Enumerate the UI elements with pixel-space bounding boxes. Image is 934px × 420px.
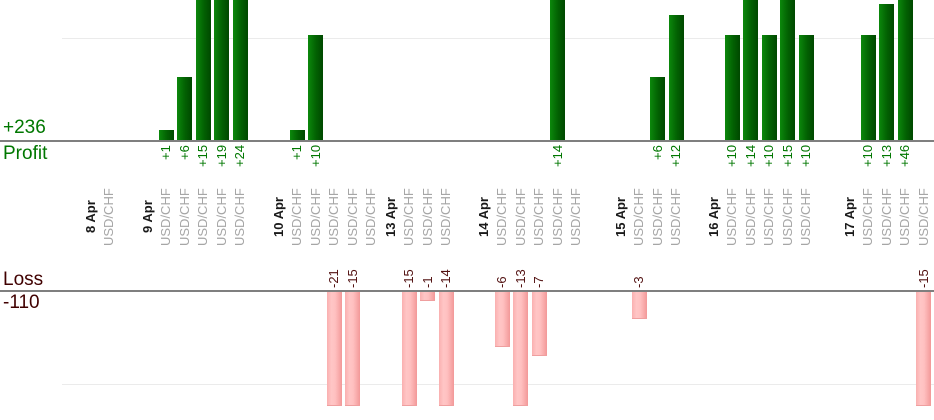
symbol-label: USD/CHF [363, 188, 378, 246]
profit-bar-value-label: +1 [289, 145, 304, 160]
date-label: 13 Apr [383, 197, 398, 237]
symbol-label: USD/CHF [568, 188, 583, 246]
profit-zero-axis [0, 140, 934, 142]
profit-bar-value-label: +13 [879, 145, 894, 168]
profit-bar-value-label: +6 [177, 145, 192, 160]
profit-total-label: +236 [3, 117, 46, 138]
profit-bar [214, 0, 229, 140]
loss-bar-value-label: -15 [916, 269, 931, 288]
profit-bar [550, 0, 565, 140]
profit-bar [780, 0, 795, 140]
profit-bar [290, 130, 305, 140]
loss-axis-title: Loss [3, 269, 44, 290]
loss-bar [439, 292, 454, 406]
profit-bar [725, 35, 740, 140]
profit-axis-title: Profit [3, 143, 48, 164]
loss-bar-value-label: -15 [401, 269, 416, 288]
loss-bar-value-label: -1 [420, 276, 435, 288]
gridline-plus-10 [62, 38, 934, 39]
profit-bar-value-label: +24 [232, 145, 247, 168]
date-label: 16 Apr [706, 197, 721, 237]
loss-bar [632, 292, 647, 319]
profit-bar-value-label: +10 [724, 145, 739, 168]
profit-bar-value-label: +46 [897, 145, 912, 168]
date-label: 10 Apr [271, 197, 286, 237]
profit-bar [177, 77, 192, 140]
profit-bar-value-label: +1 [158, 145, 173, 160]
profit-bar-value-label: +15 [780, 145, 795, 168]
profit-bar [233, 0, 248, 140]
loss-bar-value-label: -7 [531, 276, 546, 288]
profit-bar [669, 15, 684, 140]
loss-bar [916, 292, 931, 406]
date-label: 17 Apr [842, 197, 857, 237]
loss-bar-value-label: -6 [494, 276, 509, 288]
loss-bar [345, 292, 360, 406]
loss-bar-value-label: -14 [438, 269, 453, 288]
loss-bar [402, 292, 417, 406]
profit-bar-value-label: +14 [550, 145, 565, 168]
loss-bar [513, 292, 528, 406]
profit-bar-value-label: +10 [308, 145, 323, 168]
loss-zero-axis [0, 290, 934, 292]
profit-bar [308, 35, 323, 140]
profit-bar [196, 0, 211, 140]
date-label: 8 Apr [83, 200, 98, 234]
gridline-minus-10 [62, 384, 934, 385]
date-label: 15 Apr [613, 197, 628, 237]
loss-bar-value-label: -21 [326, 269, 341, 288]
loss-total-label: -110 [3, 292, 40, 313]
profit-bar-value-label: +10 [860, 145, 875, 168]
profit-bar-value-label: +12 [668, 145, 683, 168]
loss-bar-value-label: -3 [631, 276, 646, 288]
profit-bar [650, 77, 665, 140]
profit-bar-value-label: +14 [743, 145, 758, 168]
loss-bar [532, 292, 547, 356]
loss-bar-value-label: -13 [513, 269, 528, 288]
loss-bar [327, 292, 342, 406]
profit-bar-value-label: +19 [214, 145, 229, 168]
profit-bar [861, 35, 876, 140]
loss-bar [495, 292, 510, 347]
profit-bar-value-label: +15 [195, 145, 210, 168]
profit-bar [159, 130, 174, 140]
loss-bar-value-label: -15 [345, 269, 360, 288]
profit-bar [799, 35, 814, 140]
profit-bar [898, 0, 913, 140]
profit-bar-value-label: +10 [798, 145, 813, 168]
profit-bar [879, 4, 894, 140]
profit-bar [743, 0, 758, 140]
date-label: 9 Apr [140, 200, 155, 234]
date-label: 14 Apr [476, 197, 491, 237]
loss-bar [420, 292, 435, 301]
profit-bar-value-label: +6 [650, 145, 665, 160]
profit-bar [762, 35, 777, 140]
symbol-label: USD/CHF [101, 188, 116, 246]
profit-bar-value-label: +10 [761, 145, 776, 168]
